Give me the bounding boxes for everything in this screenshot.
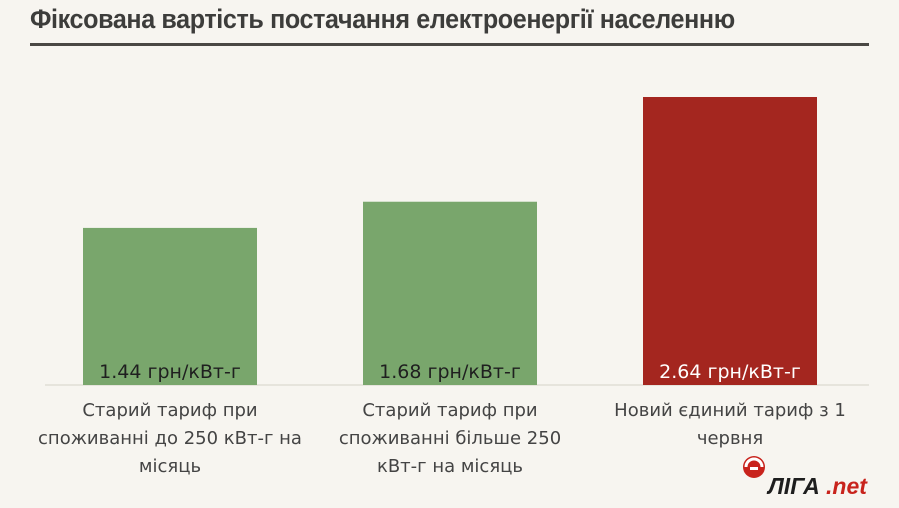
bar-value-label-3: 2.64 грн/кВт-г bbox=[659, 361, 801, 383]
chart-title: Фіксована вартість постачання електроене… bbox=[30, 4, 735, 34]
category-label-2-line-2: споживанні більше 250 bbox=[339, 428, 561, 449]
logo-text: ЛІГА bbox=[766, 473, 820, 499]
category-label-2-line-1: Старий тариф при bbox=[362, 400, 537, 421]
category-label-2-line-3: кВт-г на місяць bbox=[377, 456, 523, 477]
title-divider bbox=[30, 43, 869, 46]
bar-3 bbox=[643, 97, 817, 385]
category-label-1-line-1: Старий тариф при bbox=[82, 400, 257, 421]
logo-suffix: .net bbox=[826, 473, 868, 499]
bar-2 bbox=[363, 201, 537, 385]
bar-value-label-2: 1.68 грн/кВт-г bbox=[379, 361, 521, 383]
category-label-1-line-2: споживанні до 250 кВт-г на bbox=[38, 428, 302, 449]
category-label-3-line-1: Новий єдиний тариф з 1 bbox=[614, 400, 846, 421]
liga-logo-mark: ЛІГА .net bbox=[743, 456, 868, 499]
logo-bar-icon bbox=[750, 467, 758, 470]
liga-net-logo: ЛІГА .net bbox=[740, 452, 890, 502]
category-label-3-line-2: червня bbox=[697, 428, 763, 449]
category-label-1-line-3: місяць bbox=[139, 456, 201, 477]
bar-value-label-1: 1.44 грн/кВт-г bbox=[99, 361, 241, 383]
logo-arc-icon bbox=[744, 457, 764, 468]
bar-1 bbox=[83, 227, 257, 385]
